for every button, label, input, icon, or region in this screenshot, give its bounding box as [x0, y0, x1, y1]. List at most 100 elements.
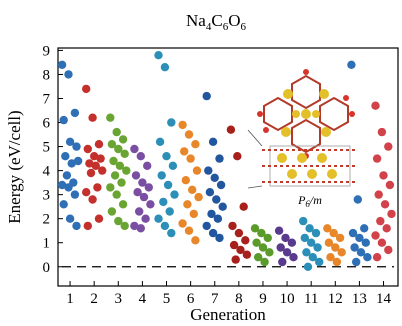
data-point: [167, 118, 175, 126]
data-point: [313, 243, 321, 251]
data-point: [66, 215, 74, 223]
data-point: [378, 239, 386, 247]
data-point: [233, 152, 241, 160]
y-tick-label: 9: [43, 43, 51, 59]
data-point: [169, 162, 177, 170]
data-point: [145, 183, 153, 191]
data-point: [191, 140, 199, 148]
data-point: [108, 207, 116, 215]
data-point: [95, 140, 103, 148]
data-point: [164, 181, 172, 189]
data-point: [106, 114, 114, 122]
x-tick-label: 4: [139, 291, 147, 307]
data-point: [264, 234, 272, 242]
data-point: [387, 210, 395, 218]
chart-title: Na4C6O6: [186, 11, 246, 33]
data-point: [219, 203, 227, 211]
data-point: [156, 138, 164, 146]
data-point: [360, 224, 368, 232]
data-point: [383, 224, 391, 232]
data-point: [119, 135, 127, 143]
data-point: [71, 190, 79, 198]
data-point: [185, 130, 193, 138]
x-tick-label: 13: [352, 291, 367, 307]
x-axis-ticks: 1 2 3 4 5 6 7 8 9 10 11 12 13 14: [66, 281, 391, 307]
data-point: [386, 181, 394, 189]
data-point: [82, 188, 90, 196]
y-tick-label: 0: [43, 260, 51, 276]
data-point: [159, 198, 167, 206]
crystal-structure-inset: P6/m: [248, 69, 358, 209]
data-point: [190, 210, 198, 218]
data-point: [146, 200, 154, 208]
data-point: [61, 152, 69, 160]
data-point: [72, 142, 80, 150]
data-point: [191, 236, 199, 244]
y-tick-label: 6: [43, 116, 51, 132]
data-point: [371, 231, 379, 239]
data-point: [373, 154, 381, 162]
data-point: [371, 102, 379, 110]
data-point: [178, 219, 186, 227]
data-point: [363, 253, 371, 261]
data-point: [186, 154, 194, 162]
data-points: [58, 51, 396, 271]
y-axis-ticks: 0 1 2 3 4 5 6 7 8 9: [43, 43, 64, 275]
data-point: [214, 215, 222, 223]
data-point: [132, 171, 140, 179]
data-point: [140, 193, 148, 201]
data-point: [188, 186, 196, 194]
data-point: [206, 188, 214, 196]
x-tick-label: 3: [115, 291, 123, 307]
data-point: [227, 126, 235, 134]
x-tick-label: 2: [90, 291, 98, 307]
data-point: [215, 234, 223, 242]
data-point: [235, 229, 243, 237]
data-point: [119, 200, 127, 208]
data-point: [113, 128, 121, 136]
x-tick-label: 12: [328, 291, 343, 307]
data-point: [240, 203, 248, 211]
data-point: [375, 190, 383, 198]
y-tick-label: 5: [43, 140, 51, 156]
data-point: [161, 222, 169, 230]
data-point: [384, 246, 392, 254]
data-point: [352, 258, 360, 266]
data-point: [378, 128, 386, 136]
data-point: [204, 166, 212, 174]
x-tick-label: 5: [163, 291, 171, 307]
data-point: [315, 258, 323, 266]
data-point: [63, 171, 71, 179]
molecule-top-view-icon: [257, 69, 355, 159]
data-point: [170, 190, 178, 198]
data-point: [381, 200, 389, 208]
data-point: [265, 248, 273, 256]
data-point: [161, 63, 169, 71]
data-point: [130, 145, 138, 153]
data-point: [180, 147, 188, 155]
x-tick-label: 10: [280, 291, 295, 307]
data-point: [121, 222, 129, 230]
data-point: [113, 190, 121, 198]
data-point: [84, 145, 92, 153]
data-point: [162, 152, 170, 160]
data-point: [333, 258, 341, 266]
x-tick-label: 1: [66, 291, 74, 307]
data-point: [338, 248, 346, 256]
y-axis-label: Energy (eV/cell): [5, 110, 24, 223]
y-tick-label: 2: [43, 212, 51, 228]
data-point: [336, 234, 344, 242]
molecule-side-view-icon: [248, 130, 358, 188]
data-point: [111, 171, 119, 179]
data-point: [376, 217, 384, 225]
data-point: [87, 169, 95, 177]
data-point: [135, 207, 143, 215]
data-point: [373, 253, 381, 261]
data-point: [106, 183, 114, 191]
data-point: [137, 224, 145, 232]
data-point: [98, 166, 106, 174]
data-point: [241, 236, 249, 244]
x-axis-label: Generation: [190, 305, 266, 324]
data-point: [217, 181, 225, 189]
